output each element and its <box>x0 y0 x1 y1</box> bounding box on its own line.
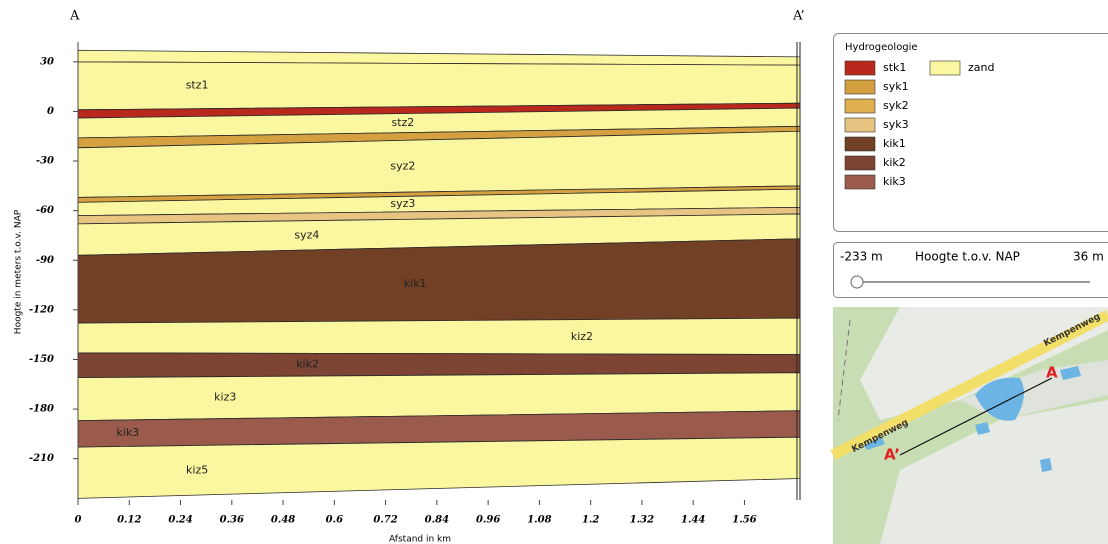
legend-label: zand <box>968 61 994 74</box>
legend-swatch <box>844 136 876 152</box>
x-tick-label: 0.6 <box>326 515 343 526</box>
x-tick-label: 0.96 <box>476 515 500 526</box>
map-area <box>880 400 1108 544</box>
layer-label: stz1 <box>186 79 209 92</box>
y-tick-label: -90 <box>36 255 54 266</box>
layer-label: syz2 <box>390 159 415 172</box>
legend-swatch <box>929 60 961 76</box>
map-boundary <box>837 319 851 421</box>
map-section-line <box>899 377 1053 456</box>
legend-label: kik2 <box>883 156 906 169</box>
map-water <box>1060 366 1081 380</box>
layer-label: syz3 <box>390 197 415 210</box>
y-axis-label: Hoogte in meters t.o.v. NAP <box>14 209 24 334</box>
x-tick-label: 0 <box>75 515 82 526</box>
layer-label: kiz3 <box>214 391 236 404</box>
x-tick-label: 1.32 <box>630 515 654 526</box>
plot: stz1 stz2 syz2 syz3 syz4 kik1 kiz2 kik2 kiz3 kik3… <box>77 49 801 499</box>
layer <box>77 317 801 355</box>
x-tick-label: 1.2 <box>582 515 599 526</box>
legend-swatch <box>844 117 876 133</box>
legend-label: kik3 <box>883 175 906 188</box>
legend-swatch <box>844 155 876 171</box>
map-water <box>975 422 990 435</box>
legend-label: syk2 <box>883 99 909 112</box>
legend-swatch <box>844 98 876 114</box>
x-tick-label: 1.56 <box>732 515 756 526</box>
x-tick-label: 0.72 <box>373 515 397 526</box>
layer-label: kik2 <box>296 358 319 371</box>
layer-label: syz4 <box>294 228 319 241</box>
slider-panel <box>833 242 1108 298</box>
legend-swatch <box>844 60 876 76</box>
x-tick-label: 1.08 <box>527 515 551 526</box>
y-tick-label: -120 <box>29 304 54 315</box>
x-tick-label: 0.48 <box>271 515 295 526</box>
map-road <box>830 310 1108 460</box>
slider-title: Hoogte t.o.v. NAP <box>915 250 1020 264</box>
x-tick-label: 0.84 <box>425 515 449 526</box>
legend-label: kik1 <box>883 137 906 150</box>
marker-a: A <box>69 9 80 24</box>
layer-label: kiz2 <box>571 330 593 343</box>
y-tick-label: 30 <box>40 56 54 67</box>
slider-max: 36 m <box>1073 250 1104 264</box>
x-tick-label: 1.44 <box>681 515 705 526</box>
x-tick-label: 0.24 <box>168 515 192 526</box>
y-tick-label: -210 <box>29 453 54 464</box>
map-water <box>1040 458 1052 472</box>
layer-label: stz2 <box>391 116 414 129</box>
y-tick-label: -180 <box>29 404 54 415</box>
map-water <box>860 434 885 450</box>
marker-a-prime: A’ <box>792 9 805 24</box>
legend-label: syk1 <box>883 80 909 93</box>
slider-min: -233 m <box>840 250 883 264</box>
map[interactable]: Kempenweg Kempenweg A A’ <box>830 307 1108 544</box>
y-tick-label: -150 <box>29 354 54 365</box>
map-water <box>975 377 1024 421</box>
x-tick-label: 0.36 <box>220 515 244 526</box>
legend-label: syk3 <box>883 118 909 131</box>
y-tick-label: -60 <box>36 205 54 216</box>
y-tick-label: -30 <box>36 156 54 167</box>
map-point-a-prime: A’ <box>884 446 900 464</box>
legend-panel <box>833 33 1108 232</box>
legend-swatch <box>844 79 876 95</box>
layer-label: kiz5 <box>186 463 208 476</box>
map-point-a: A <box>1046 364 1058 382</box>
layer-label: kik1 <box>404 277 427 290</box>
map-area <box>860 307 1108 420</box>
x-axis-label: Afstand in km <box>389 535 451 544</box>
slider-thumb[interactable] <box>850 275 864 289</box>
legend-swatch <box>844 174 876 190</box>
y-tick-label: 0 <box>47 106 54 117</box>
legend-title: Hydrogeologie <box>845 42 918 53</box>
layer-label: kik3 <box>116 426 139 439</box>
legend-label: stk1 <box>883 61 906 74</box>
x-tick-label: 0.12 <box>117 515 141 526</box>
